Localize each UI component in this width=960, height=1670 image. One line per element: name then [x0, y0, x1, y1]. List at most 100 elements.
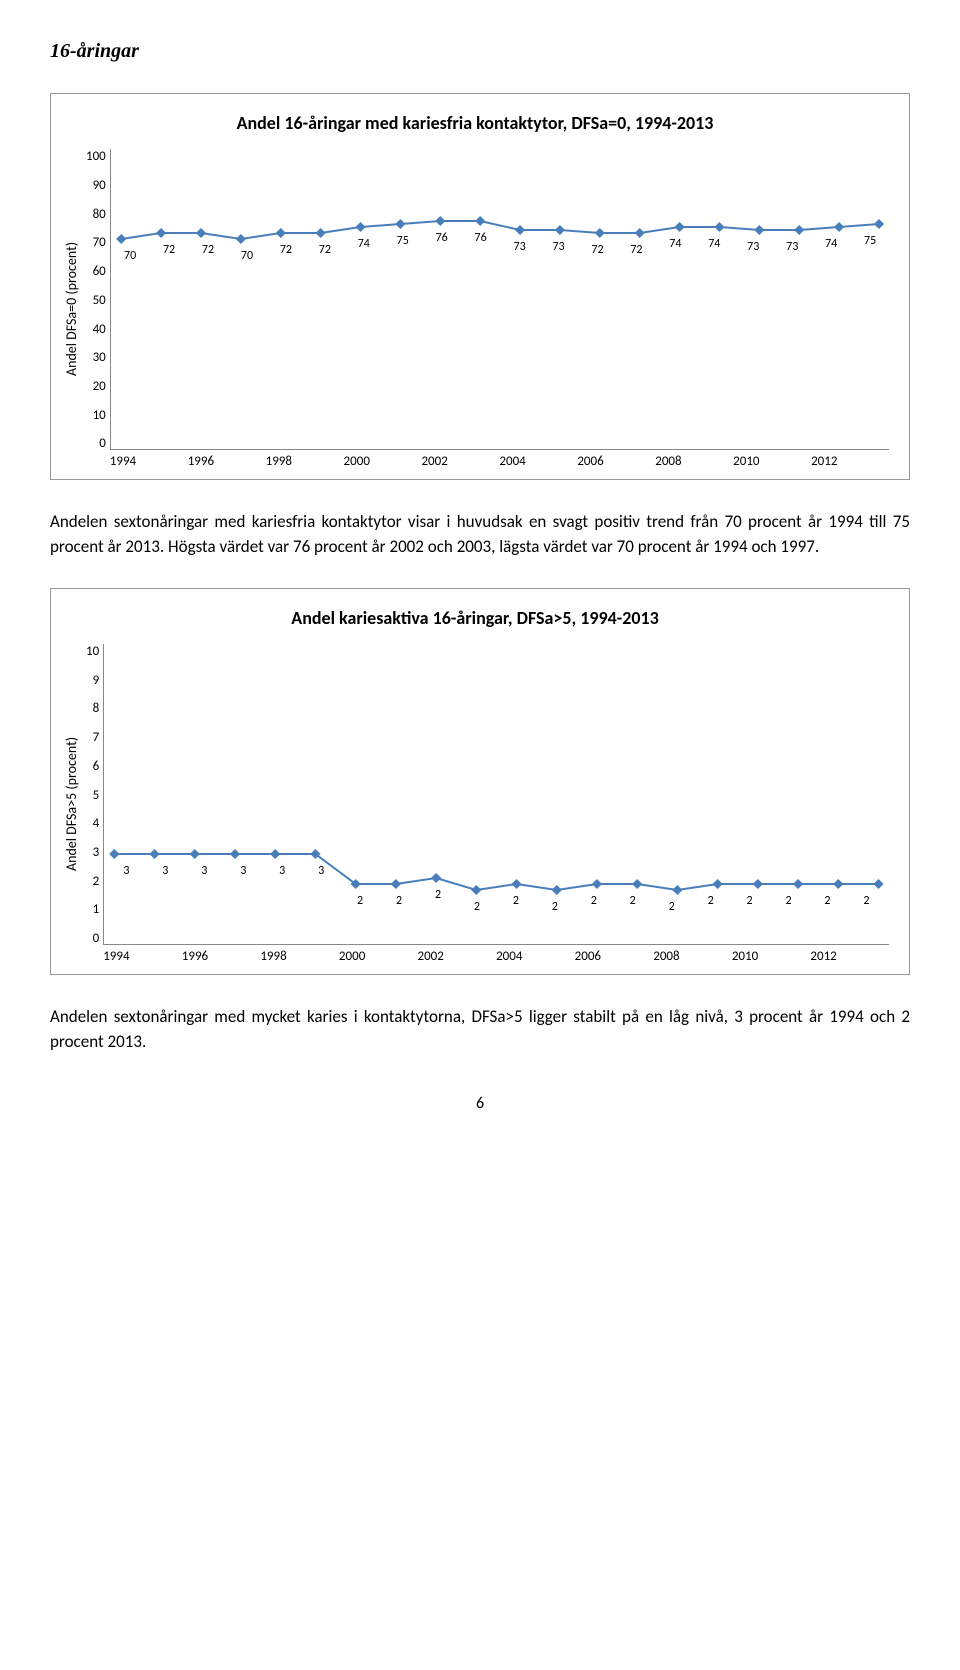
chart-data-label: 72 — [319, 243, 331, 257]
xtick-label: 2002 — [421, 454, 499, 469]
xtick-label: 2004 — [499, 454, 577, 469]
ytick-label: 7 — [93, 730, 100, 745]
chart1-xticks: 1994199619982000200220042006200820102012 — [110, 450, 889, 469]
chart-data-label: 73 — [552, 240, 564, 254]
xtick-label: 1998 — [260, 949, 339, 964]
xtick-label: 2006 — [575, 949, 654, 964]
chart-data-label: 2 — [591, 894, 597, 908]
xtick-label: 2000 — [339, 949, 418, 964]
chart-data-label: 74 — [357, 237, 369, 251]
xtick-label: 1994 — [103, 949, 182, 964]
ytick-label: 10 — [86, 644, 99, 659]
chart-data-label: 72 — [630, 243, 642, 257]
chart-data-label: 72 — [163, 243, 175, 257]
ytick-label: 2 — [93, 874, 100, 889]
chart-data-label: 3 — [124, 864, 130, 878]
xtick-label: 2012 — [810, 949, 889, 964]
ytick-label: 90 — [93, 178, 106, 193]
ytick-label: 70 — [93, 235, 106, 250]
chart-data-label: 2 — [630, 894, 636, 908]
chart-data-label: 73 — [513, 240, 525, 254]
ytick-label: 1 — [93, 902, 100, 917]
chart-data-label: 75 — [396, 234, 408, 248]
chart1-container: Andel 16-åringar med kariesfria kontakty… — [50, 93, 910, 480]
chart-data-label: 72 — [202, 243, 214, 257]
ytick-label: 0 — [93, 931, 100, 946]
chart-data-label: 2 — [474, 900, 480, 914]
xtick-label: 1996 — [182, 949, 261, 964]
chart-data-label: 76 — [474, 231, 486, 245]
chart-data-label: 3 — [162, 864, 168, 878]
ytick-label: 9 — [93, 673, 100, 688]
chart-data-label: 2 — [513, 894, 519, 908]
section-heading: 16-åringar — [50, 40, 910, 63]
chart-data-label: 2 — [552, 900, 558, 914]
xtick-label: 2012 — [811, 454, 889, 469]
chart1-ylabel: Andel DFSa=0 (procent) — [61, 149, 82, 469]
chart-data-label: 75 — [864, 234, 876, 248]
chart-data-label: 74 — [708, 237, 720, 251]
chart-data-label: 74 — [669, 237, 681, 251]
chart2-container: Andel kariesaktiva 16-åringar, DFSa>5, 1… — [50, 588, 910, 975]
xtick-label: 2000 — [344, 454, 422, 469]
chart-data-label: 3 — [279, 864, 285, 878]
chart-data-label: 2 — [435, 888, 441, 902]
chart-data-label: 2 — [708, 894, 714, 908]
chart-data-label: 3 — [240, 864, 246, 878]
chart-data-label: 2 — [786, 894, 792, 908]
xtick-label: 1996 — [188, 454, 266, 469]
chart2-plot: 3 3 3 3 3 3 2 2 2 2 2 2 2 2 2 2 2 2 2 2 — [103, 644, 889, 945]
ytick-label: 100 — [86, 149, 106, 164]
chart2-ylabel: Andel DFSa>5 (procent) — [61, 644, 82, 964]
xtick-label: 2006 — [577, 454, 655, 469]
xtick-label: 2010 — [732, 949, 811, 964]
chart-data-label: 72 — [280, 243, 292, 257]
chart2-xticks: 1994199619982000200220042006200820102012 — [103, 945, 889, 964]
chart-data-label: 2 — [825, 894, 831, 908]
ytick-label: 4 — [93, 816, 100, 831]
chart1-yticks: 1009080706050403020100 — [82, 149, 110, 469]
ytick-label: 6 — [93, 759, 100, 774]
chart2-title: Andel kariesaktiva 16-åringar, DFSa>5, 1… — [61, 607, 889, 630]
xtick-label: 1998 — [266, 454, 344, 469]
chart-data-label: 72 — [591, 243, 603, 257]
ytick-label: 0 — [99, 436, 106, 451]
chart-data-label: 2 — [357, 894, 363, 908]
chart2-area: Andel DFSa>5 (procent) 109876543210 3333… — [61, 644, 889, 964]
chart-data-label: 3 — [201, 864, 207, 878]
ytick-label: 3 — [93, 845, 100, 860]
chart-data-label: 2 — [747, 894, 753, 908]
ytick-label: 30 — [93, 350, 106, 365]
chart-data-label: 70 — [241, 249, 253, 263]
ytick-label: 8 — [93, 701, 100, 716]
ytick-label: 80 — [93, 207, 106, 222]
ytick-label: 5 — [93, 788, 100, 803]
chart-data-label: 2 — [396, 894, 402, 908]
ytick-label: 60 — [93, 264, 106, 279]
ytick-label: 50 — [93, 293, 106, 308]
xtick-label: 2002 — [418, 949, 497, 964]
chart-data-label: 74 — [825, 237, 837, 251]
ytick-label: 40 — [93, 322, 106, 337]
xtick-label: 1994 — [110, 454, 188, 469]
chart1-area: Andel DFSa=0 (procent) 10090807060504030… — [61, 149, 889, 469]
chart-data-label: 73 — [786, 240, 798, 254]
chart-data-label: 73 — [747, 240, 759, 254]
chart1-title: Andel 16-åringar med kariesfria kontakty… — [61, 112, 889, 135]
paragraph-2: Andelen sextonåringar med mycket karies … — [50, 1005, 910, 1054]
chart-data-label: 3 — [318, 864, 324, 878]
ytick-label: 20 — [93, 379, 106, 394]
xtick-label: 2008 — [653, 949, 732, 964]
xtick-label: 2010 — [733, 454, 811, 469]
chart-data-label: 2 — [864, 894, 870, 908]
xtick-label: 2008 — [655, 454, 733, 469]
chart1-plot: 70 72 72 70 72 72 74 75 76 76 73 73 72 72 74 74 73 73 74 75 — [110, 149, 889, 450]
chart2-yticks: 109876543210 — [82, 644, 103, 964]
chart-data-label: 2 — [669, 900, 675, 914]
ytick-label: 10 — [93, 408, 106, 423]
page-number: 6 — [50, 1094, 910, 1113]
chart-data-label: 76 — [435, 231, 447, 245]
chart-data-label: 70 — [124, 249, 136, 263]
paragraph-1: Andelen sextonåringar med kariesfria kon… — [50, 510, 910, 559]
xtick-label: 2004 — [496, 949, 575, 964]
